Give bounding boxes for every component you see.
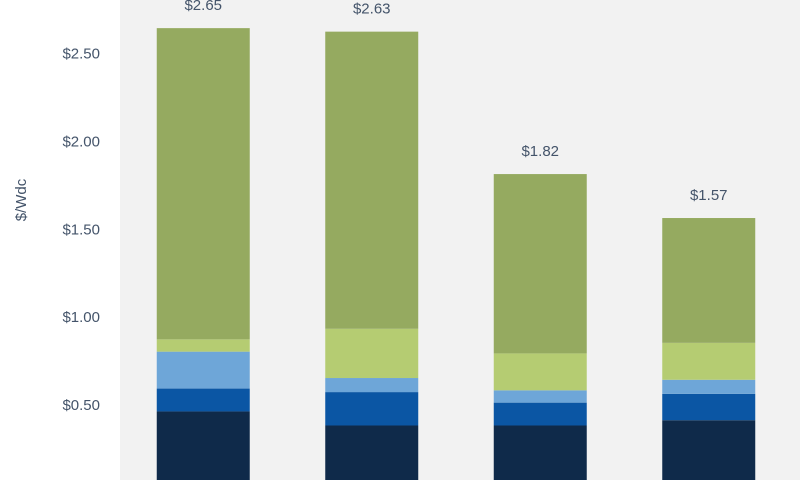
bar-segment <box>325 392 419 426</box>
bar-segment <box>662 342 756 380</box>
y-tick-label: $2.50 <box>62 45 100 62</box>
bar-segment <box>493 174 587 354</box>
bar-segment <box>325 31 419 329</box>
bar-segment <box>662 379 756 394</box>
total-label: $2.63 <box>353 1 391 18</box>
total-label: $1.57 <box>690 187 728 204</box>
y-tick-label: $1.50 <box>62 221 100 238</box>
bar-segment <box>156 339 250 352</box>
bar-segment <box>325 378 419 393</box>
bar-segment <box>493 402 587 426</box>
bar-segment <box>156 351 250 389</box>
bar-segment <box>156 411 250 480</box>
bar-segment <box>662 420 756 480</box>
bar-segment <box>325 425 419 480</box>
total-label: $2.65 <box>184 0 222 14</box>
bar-segment <box>493 425 587 480</box>
bar-segment <box>493 353 587 391</box>
bar-segment <box>493 390 587 403</box>
y-tick-label: $1.00 <box>62 309 100 326</box>
bar-segment <box>662 393 756 421</box>
y-tick-label: $0.50 <box>62 397 100 414</box>
bar-segment <box>325 328 419 379</box>
bar-segment <box>156 28 250 340</box>
bar-segment <box>662 218 756 343</box>
y-axis-label: $/Wdc <box>13 178 30 221</box>
y-tick-label: $2.00 <box>62 133 100 150</box>
bar-segment <box>156 388 250 412</box>
total-label: $1.82 <box>521 143 559 160</box>
